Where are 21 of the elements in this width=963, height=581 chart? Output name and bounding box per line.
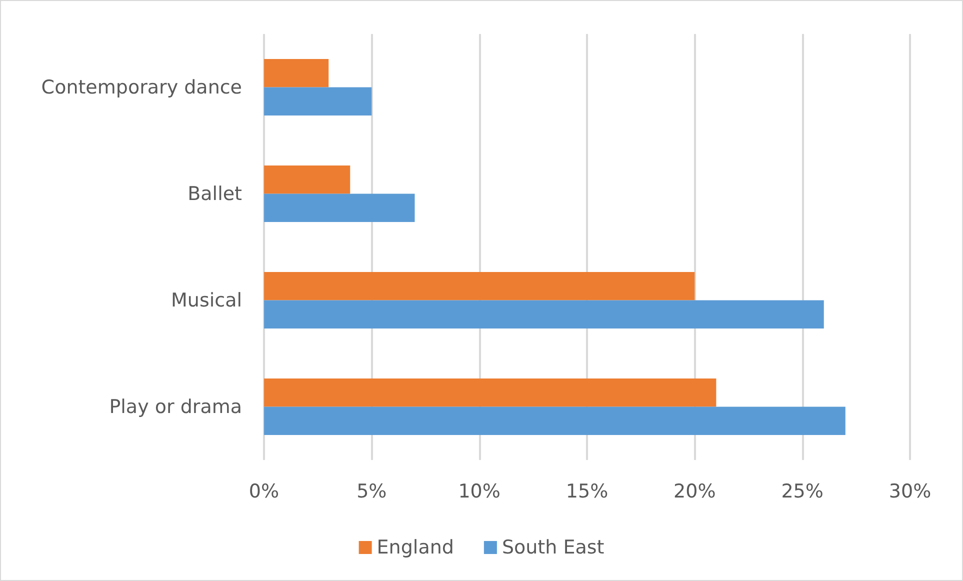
legend-label: South East [502, 536, 604, 558]
x-tick-label: 25% [781, 480, 824, 502]
legend-label: England [376, 536, 454, 558]
y-tick-label: Musical [171, 289, 242, 312]
bar [264, 272, 695, 300]
x-tick-label: 0% [248, 480, 280, 502]
x-tick-label: 5% [356, 480, 387, 502]
x-tick-label: 15% [566, 480, 608, 502]
bar [264, 194, 415, 222]
bar [264, 87, 372, 116]
x-tick-label: 30% [888, 480, 932, 502]
bar [264, 378, 716, 407]
bar [264, 300, 824, 328]
x-tick-label: 10% [458, 480, 500, 502]
bar [264, 59, 329, 88]
bar [264, 406, 846, 435]
y-tick-label: Contemporary dance [41, 76, 242, 98]
x-tick-label: 20% [674, 480, 716, 502]
y-tick-label: Play or drama [109, 396, 242, 418]
bar [264, 166, 350, 194]
y-tick-label: Ballet [188, 182, 242, 205]
